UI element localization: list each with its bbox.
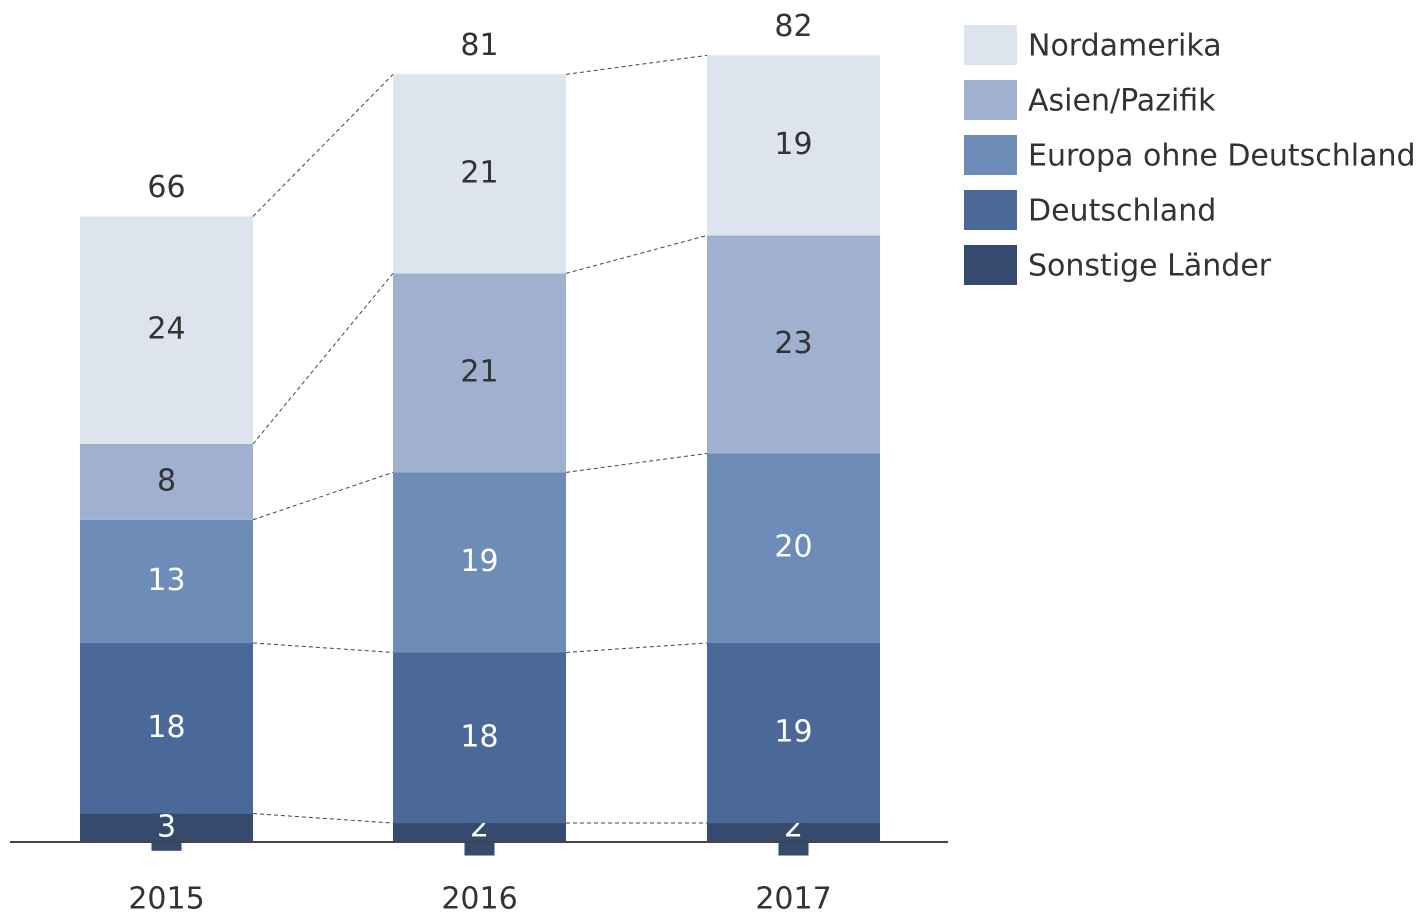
value-label: 23 — [774, 326, 812, 361]
value-label: 19 — [460, 544, 498, 579]
legend-swatch — [964, 80, 1017, 120]
bar-segment — [393, 273, 566, 473]
value-label: 19 — [774, 715, 812, 750]
value-label: 18 — [460, 719, 498, 754]
connector-line — [565, 642, 708, 653]
legend-swatch — [964, 135, 1017, 175]
value-label: 21 — [460, 155, 498, 190]
bar-segment — [393, 652, 566, 824]
x-tick-label: 2017 — [755, 882, 831, 917]
x-tick-label: 2016 — [441, 882, 517, 917]
bar-segment — [80, 519, 253, 643]
connector-line — [252, 73, 394, 217]
legend-label: Asien/Pazifik — [1028, 84, 1216, 119]
bar-segment — [707, 55, 880, 236]
connector-line — [565, 452, 708, 473]
bar-segment — [707, 453, 880, 643]
bar-segment — [80, 216, 253, 444]
legend-label: Nordamerika — [1028, 29, 1222, 64]
value-label: 13 — [147, 563, 185, 598]
bar-segment — [80, 642, 253, 814]
legend-label: Deutschland — [1028, 194, 1216, 229]
legend-swatch — [964, 245, 1017, 285]
legend-label: Europa ohne Deutschland — [1028, 139, 1416, 174]
connector-line — [565, 234, 708, 274]
bar-segment — [707, 235, 880, 454]
total-label: 81 — [460, 28, 498, 63]
bar-segment — [707, 642, 880, 824]
value-label: 18 — [147, 710, 185, 745]
value-label: 24 — [147, 312, 185, 347]
connector-line — [252, 642, 394, 653]
value-label: 3 — [157, 810, 176, 845]
connector-line — [252, 813, 394, 824]
bar-segment — [80, 443, 253, 520]
legend-swatch — [964, 190, 1017, 230]
value-label: 21 — [460, 354, 498, 389]
value-label: 20 — [774, 530, 812, 565]
value-label: 19 — [774, 127, 812, 162]
bar-segment — [393, 74, 566, 274]
connector-line — [252, 471, 394, 521]
x-tick-label: 2015 — [128, 882, 204, 917]
total-label: 66 — [147, 170, 185, 205]
connector-line — [252, 273, 394, 445]
total-label: 82 — [774, 9, 812, 44]
legend-label: Sonstige Länder — [1028, 249, 1272, 284]
bar-segment — [393, 472, 566, 653]
value-label: 8 — [157, 463, 176, 498]
legend-swatch — [964, 25, 1017, 65]
connector-line — [565, 54, 708, 75]
